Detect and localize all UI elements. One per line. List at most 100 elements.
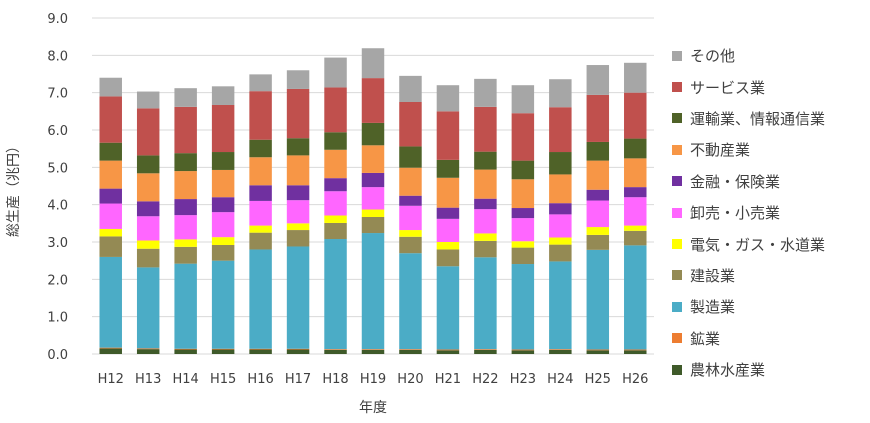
bar-segment bbox=[174, 199, 197, 216]
bar-segment bbox=[174, 171, 197, 200]
bar-segment bbox=[99, 236, 122, 257]
bar-segment bbox=[399, 195, 422, 206]
bar-segment bbox=[586, 94, 610, 142]
x-axis-ticks: H12 H13 H14 H15 H16 H17 H18 H19 H20 H21 H22 H23 H24 H… bbox=[98, 372, 649, 387]
bar-segment bbox=[511, 350, 535, 354]
bar-segment bbox=[174, 239, 197, 247]
bar-segment bbox=[474, 233, 497, 241]
bar-segment bbox=[511, 247, 535, 265]
bar-segment bbox=[511, 113, 535, 161]
bar-segment bbox=[249, 157, 272, 186]
bar-segment bbox=[361, 172, 385, 188]
legend-item: 不動産業 bbox=[672, 134, 825, 165]
bar-segment bbox=[399, 146, 422, 168]
bar-segment bbox=[324, 149, 347, 179]
bar-segment bbox=[586, 349, 610, 351]
legend-swatch bbox=[672, 176, 682, 187]
bar-segment bbox=[361, 48, 385, 79]
bar-segment bbox=[136, 201, 160, 217]
bar-segment bbox=[249, 249, 272, 349]
bar-segment bbox=[474, 349, 497, 350]
y-tick-label: 3.0 bbox=[47, 236, 68, 251]
x-tick-label: H19 bbox=[360, 372, 386, 387]
bar-segment bbox=[324, 349, 347, 354]
legend-label: 鉱業 bbox=[690, 329, 721, 348]
y-tick-label: 0.0 bbox=[47, 348, 68, 363]
x-tick-label: H14 bbox=[173, 372, 199, 387]
x-tick-label: H15 bbox=[210, 372, 236, 387]
bar-segment bbox=[624, 245, 647, 350]
bar-segment bbox=[361, 209, 385, 217]
bar-segment bbox=[624, 92, 647, 139]
bar-segment bbox=[211, 237, 235, 245]
bar-segment bbox=[286, 348, 310, 350]
bar-segment bbox=[549, 349, 572, 354]
bar-segment bbox=[474, 198, 497, 210]
bar-segment bbox=[549, 244, 572, 262]
bar-segment bbox=[136, 173, 160, 202]
bar-segment bbox=[99, 142, 122, 161]
bar-segment bbox=[436, 249, 460, 267]
legend-label: 電気・ガス・水道業 bbox=[690, 235, 826, 254]
bar-segment bbox=[399, 349, 422, 354]
bar-segment bbox=[249, 185, 272, 201]
legend-label: 製造業 bbox=[690, 298, 736, 317]
bar-segment bbox=[136, 155, 160, 174]
bar-segment bbox=[399, 102, 422, 147]
legend-item: 製造業 bbox=[672, 291, 825, 322]
bar-segment bbox=[511, 264, 535, 350]
bar-segment bbox=[361, 233, 385, 350]
bar-segment bbox=[286, 246, 310, 349]
bar-segment bbox=[211, 212, 235, 238]
legend-item: 運輸業、情報通信業 bbox=[672, 103, 825, 134]
legend-swatch bbox=[672, 301, 682, 312]
bar-segment bbox=[211, 260, 235, 349]
bar-segment bbox=[249, 232, 272, 250]
x-tick-label: H26 bbox=[622, 372, 648, 387]
bar-segment bbox=[624, 62, 647, 93]
y-tick-label: 4.0 bbox=[47, 199, 68, 214]
bars bbox=[99, 48, 647, 354]
bar-segment bbox=[549, 107, 572, 153]
bar-segment bbox=[436, 218, 460, 242]
bar-segment bbox=[286, 349, 310, 354]
bar-segment bbox=[361, 216, 385, 234]
bar-segment bbox=[436, 85, 460, 112]
bar-segment bbox=[174, 106, 197, 154]
legend-label: 運輸業、情報通信業 bbox=[690, 109, 826, 128]
bar-segment bbox=[324, 191, 347, 216]
bar-segment bbox=[99, 77, 122, 97]
bar-segment bbox=[324, 222, 347, 240]
bar-segment bbox=[624, 138, 647, 159]
bar-segment bbox=[136, 349, 160, 354]
legend-swatch bbox=[672, 144, 682, 155]
bar-segment bbox=[586, 65, 610, 95]
y-axis-label: 総生産（兆円） bbox=[6, 139, 22, 237]
y-tick-label: 7.0 bbox=[47, 87, 68, 102]
bar-segment bbox=[99, 96, 122, 143]
bar-segment bbox=[249, 225, 272, 233]
bar-segment bbox=[99, 188, 122, 204]
legend-label: サービス業 bbox=[690, 78, 766, 97]
bar-segment bbox=[586, 189, 610, 201]
bar-segment bbox=[624, 349, 647, 351]
legend-swatch bbox=[672, 113, 682, 124]
y-tick-label: 5.0 bbox=[47, 161, 68, 176]
bar-segment bbox=[511, 179, 535, 209]
legend-item: 建設業 bbox=[672, 260, 825, 291]
legend-swatch bbox=[672, 333, 682, 344]
bar-segment bbox=[324, 132, 347, 150]
bar-segment bbox=[286, 155, 310, 186]
bar-segment bbox=[624, 197, 647, 226]
bar-segment bbox=[249, 74, 272, 92]
legend: その他 サービス業 運輸業、情報通信業 不動産業 金融・保険業 卸売・小売業 電気・ガス・水… bbox=[672, 40, 825, 385]
bar-segment bbox=[436, 177, 460, 208]
bar-segment bbox=[549, 203, 572, 215]
bar-segment bbox=[549, 349, 572, 350]
bar-segment bbox=[324, 57, 347, 88]
bar-segment bbox=[474, 349, 497, 354]
x-tick-label: H18 bbox=[322, 372, 348, 387]
bar-segment bbox=[324, 215, 347, 223]
bar-segment bbox=[436, 242, 460, 250]
